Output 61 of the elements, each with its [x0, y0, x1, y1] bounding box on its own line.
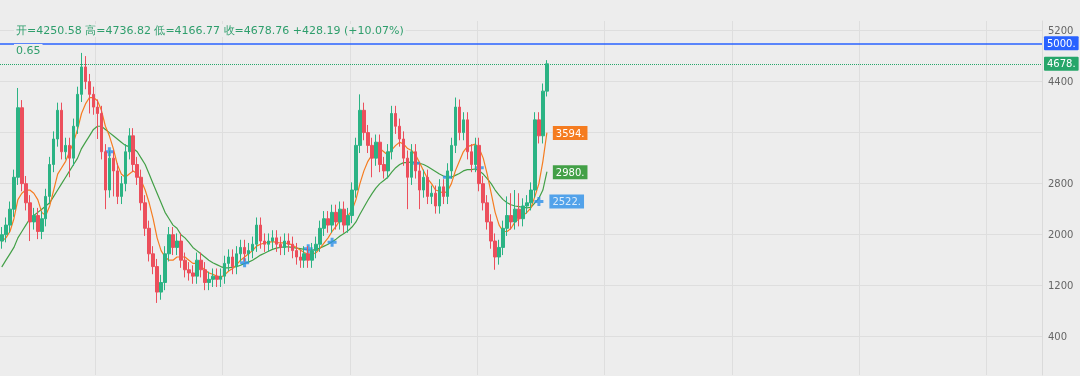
candlestick: [326, 210, 330, 234]
y-tick-label: 5200: [1048, 25, 1074, 37]
candlestick: [517, 192, 521, 227]
point: [240, 258, 250, 268]
candlestick: [195, 252, 199, 285]
candlestick: [537, 111, 541, 144]
candlestick: [410, 143, 413, 186]
candlestick: [374, 134, 378, 167]
candlestick: [60, 102, 63, 160]
annotation: 开=4250.58 高=4736.82 低=4166.77 收=4678.76 +428.19 (+10.07%): [16, 24, 404, 37]
candlestick: [462, 111, 465, 141]
point: [534, 196, 544, 206]
candlestick: [434, 185, 437, 215]
candlestick: [442, 178, 445, 205]
data-label: 2980.: [555, 166, 585, 178]
candlestick: [426, 169, 429, 205]
candlestick: [474, 137, 477, 173]
candlestick: [207, 271, 211, 291]
candlestick: [302, 245, 306, 269]
candlestick: [108, 149, 111, 199]
y-tick-label: 2000: [1048, 229, 1074, 241]
candlestick: [36, 207, 40, 240]
candlestick: [267, 232, 270, 253]
candlestick: [32, 207, 36, 231]
candlestick: [521, 197, 525, 227]
candlestick: [422, 169, 425, 199]
candlestick: [215, 267, 219, 288]
candlestick: [513, 189, 517, 231]
candlestick: [283, 232, 286, 256]
y-tick-label: 400: [1048, 331, 1068, 343]
candlestick: [306, 245, 310, 269]
y-tick-label: 1200: [1048, 280, 1074, 292]
ref-line-label: 5000.: [1047, 37, 1076, 49]
line-series: [1, 96, 548, 279]
annotation: 0.65: [16, 44, 41, 57]
data-label: 2522.: [552, 195, 582, 207]
candlestick: [68, 137, 71, 178]
candlestick: [338, 201, 342, 231]
candlestick: [275, 229, 278, 253]
y-tick-label: 4400: [1048, 76, 1074, 88]
candlestick: [342, 201, 346, 234]
candlestick: [330, 204, 334, 234]
ref-line-label: 4678.: [1047, 58, 1076, 70]
candlestick: [211, 267, 215, 288]
candlestick: [271, 229, 274, 250]
data-label: 3594.: [555, 127, 585, 139]
candlestick: [231, 248, 234, 275]
candlestick: [334, 204, 338, 231]
candlestick: [430, 185, 433, 205]
candlestick: [509, 192, 513, 231]
candlestick: [191, 264, 195, 285]
candlestick: [171, 226, 175, 256]
candlestick: [458, 98, 461, 141]
line-series: [1, 125, 548, 269]
candlestick: [438, 178, 441, 215]
candlestick: [64, 137, 67, 160]
point: [327, 237, 337, 247]
candlestick: [259, 216, 262, 250]
candlestick: [243, 239, 246, 262]
y-tick-label: 2800: [1048, 178, 1074, 190]
candlestick: [175, 232, 179, 256]
